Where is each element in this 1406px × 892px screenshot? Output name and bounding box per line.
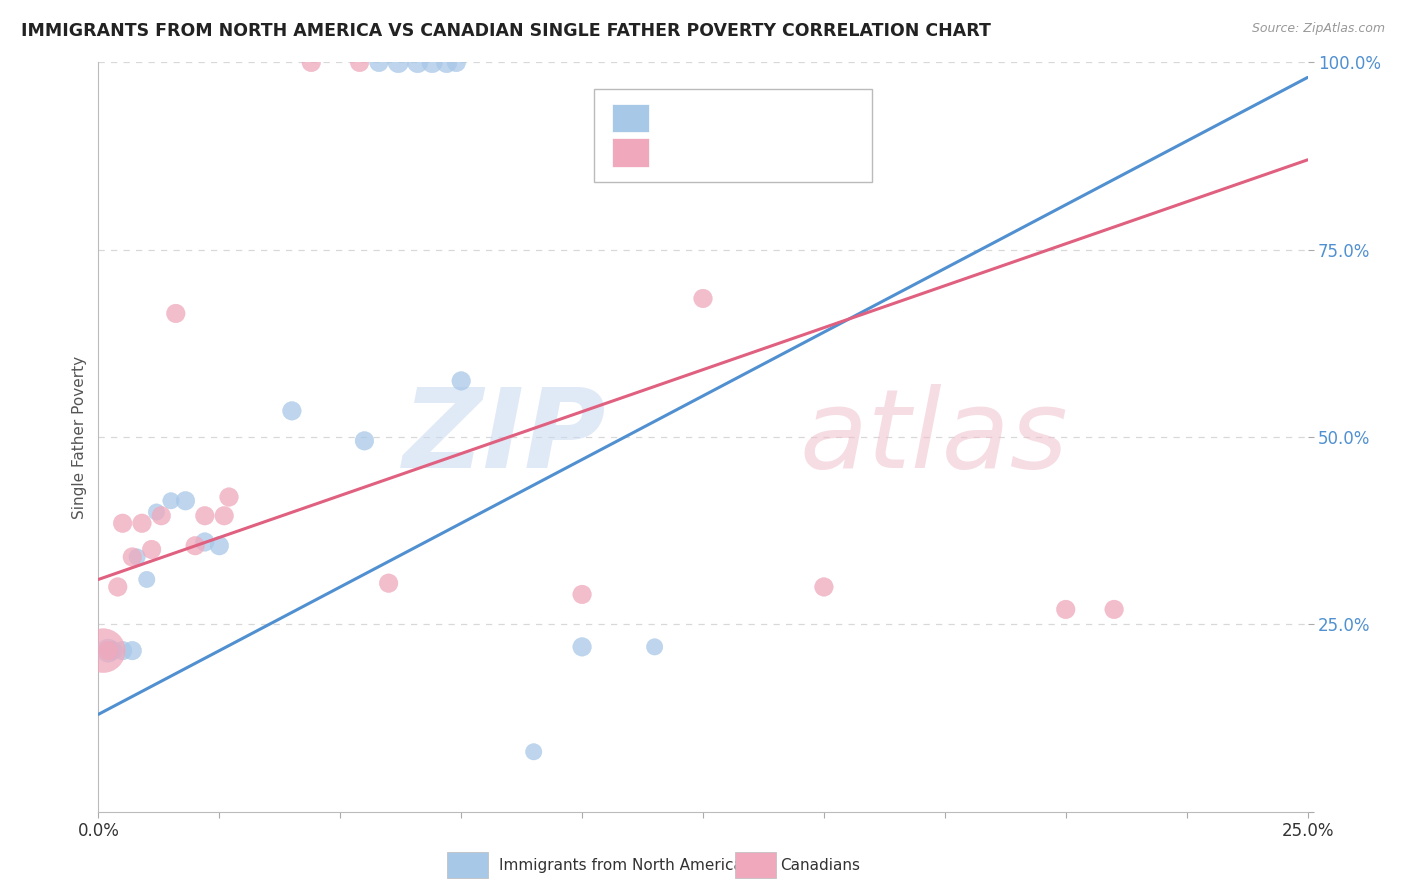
Point — [121, 549, 143, 564]
Point — [692, 292, 714, 306]
Point — [1054, 602, 1077, 616]
Text: Canadians: Canadians — [780, 858, 860, 872]
Point — [1102, 602, 1125, 616]
Point — [299, 55, 322, 70]
Point — [446, 55, 468, 70]
Point — [208, 539, 231, 553]
Point — [420, 55, 443, 70]
Text: R = 0.269    N = 19: R = 0.269 N = 19 — [664, 144, 848, 161]
Point — [349, 55, 371, 70]
Point — [91, 643, 114, 657]
Point — [111, 516, 134, 531]
Text: ZIP: ZIP — [402, 384, 606, 491]
Point — [813, 580, 835, 594]
Text: R = 0.699    N = 17: R = 0.699 N = 17 — [664, 109, 848, 127]
Point — [368, 55, 391, 70]
Point — [387, 55, 409, 70]
Point — [141, 542, 163, 557]
Point — [107, 580, 129, 594]
Point — [571, 640, 593, 654]
Point — [121, 643, 143, 657]
Point — [174, 493, 197, 508]
Text: IMMIGRANTS FROM NORTH AMERICA VS CANADIAN SINGLE FATHER POVERTY CORRELATION CHAR: IMMIGRANTS FROM NORTH AMERICA VS CANADIA… — [21, 22, 991, 40]
Point — [150, 508, 173, 523]
Bar — [613, 138, 648, 167]
Point — [97, 643, 120, 657]
Point — [571, 587, 593, 601]
Point — [523, 745, 546, 759]
Text: atlas: atlas — [800, 384, 1069, 491]
Point — [127, 549, 149, 564]
Point — [131, 516, 153, 531]
Point — [111, 643, 134, 657]
Point — [450, 374, 472, 388]
Point — [101, 643, 124, 657]
FancyBboxPatch shape — [595, 88, 872, 182]
Text: Source: ZipAtlas.com: Source: ZipAtlas.com — [1251, 22, 1385, 36]
Point — [194, 508, 217, 523]
Point — [184, 539, 207, 553]
Point — [281, 404, 304, 418]
Point — [97, 643, 120, 657]
Point — [406, 55, 429, 70]
Bar — [613, 103, 648, 132]
Point — [135, 573, 157, 587]
Point — [377, 576, 399, 591]
Point — [212, 508, 235, 523]
Y-axis label: Single Father Poverty: Single Father Poverty — [72, 356, 87, 518]
Point — [218, 490, 240, 504]
Point — [644, 640, 666, 654]
Point — [160, 493, 183, 508]
Point — [436, 55, 458, 70]
Text: Immigrants from North America: Immigrants from North America — [499, 858, 742, 872]
Point — [194, 535, 217, 549]
Point — [145, 505, 167, 519]
Point — [165, 306, 187, 320]
Point — [353, 434, 375, 448]
